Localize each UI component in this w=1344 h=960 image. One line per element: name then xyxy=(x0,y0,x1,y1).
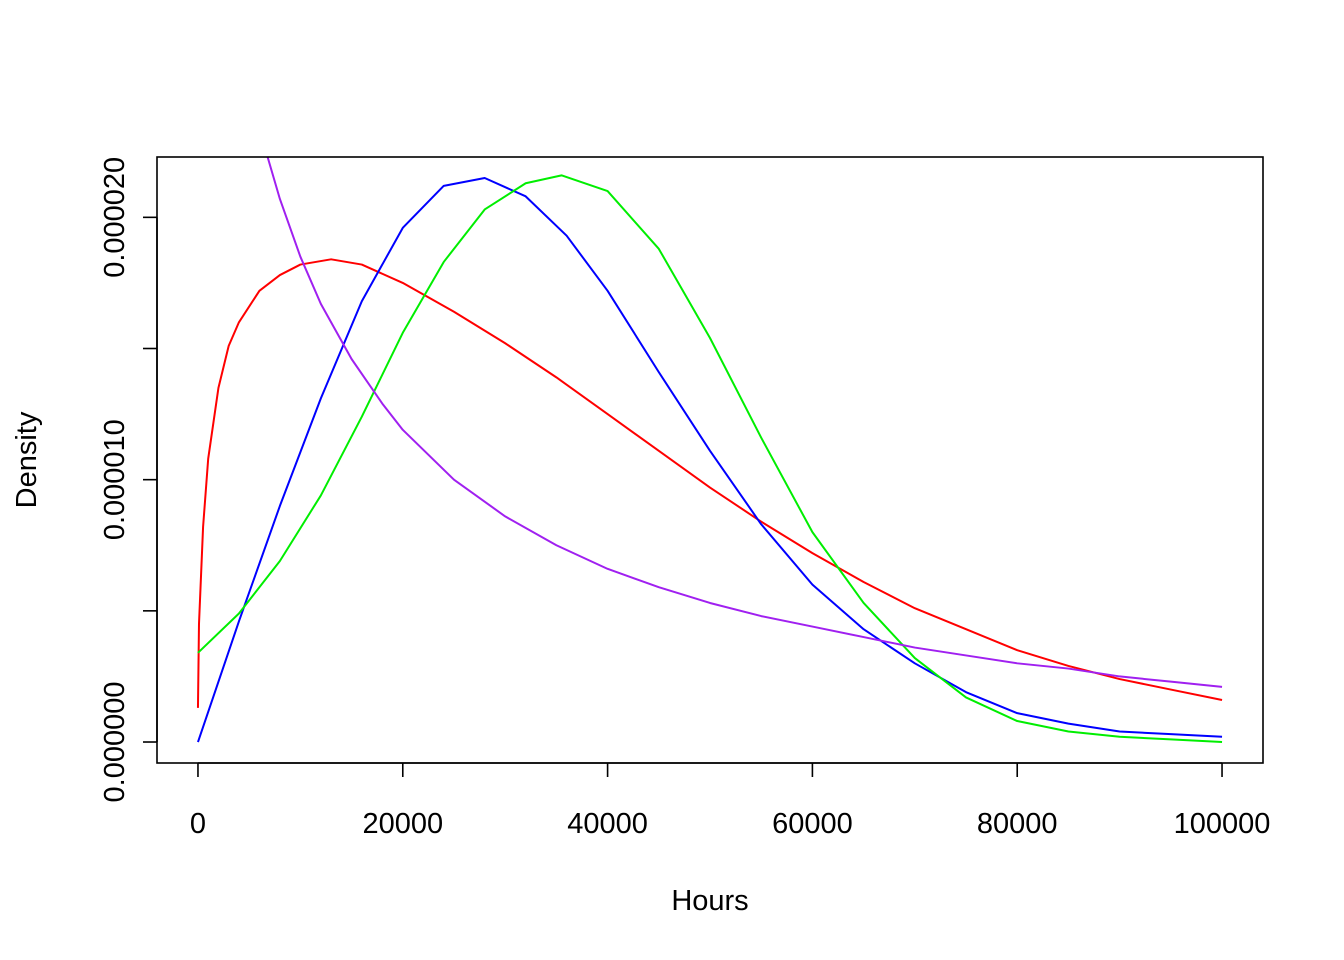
x-tick-label: 80000 xyxy=(977,808,1058,840)
series-line-4 xyxy=(266,157,1223,688)
x-tick-label: 40000 xyxy=(567,808,648,840)
y-tick-label: 0.000020 xyxy=(99,157,131,278)
x-tick-label: 20000 xyxy=(362,808,443,840)
y-tick-label: 0.000010 xyxy=(99,419,131,540)
x-tick-label: 60000 xyxy=(772,808,853,840)
x-tick-label: 100000 xyxy=(1174,808,1271,840)
series-layer xyxy=(196,157,1223,744)
series-line-2 xyxy=(197,176,1223,743)
y-axis: 0.000000 0.000010 0.000020 xyxy=(99,157,158,803)
x-tick-label: 0 xyxy=(190,808,206,840)
series-line-1 xyxy=(196,258,1223,708)
y-axis-title: Density xyxy=(11,411,43,508)
x-axis: 0 20000 40000 60000 80000 100000 xyxy=(190,762,1271,840)
x-axis-title: Hours xyxy=(671,885,748,917)
series-line-3 xyxy=(197,174,1223,744)
y-tick-label: 0.000000 xyxy=(99,682,131,803)
